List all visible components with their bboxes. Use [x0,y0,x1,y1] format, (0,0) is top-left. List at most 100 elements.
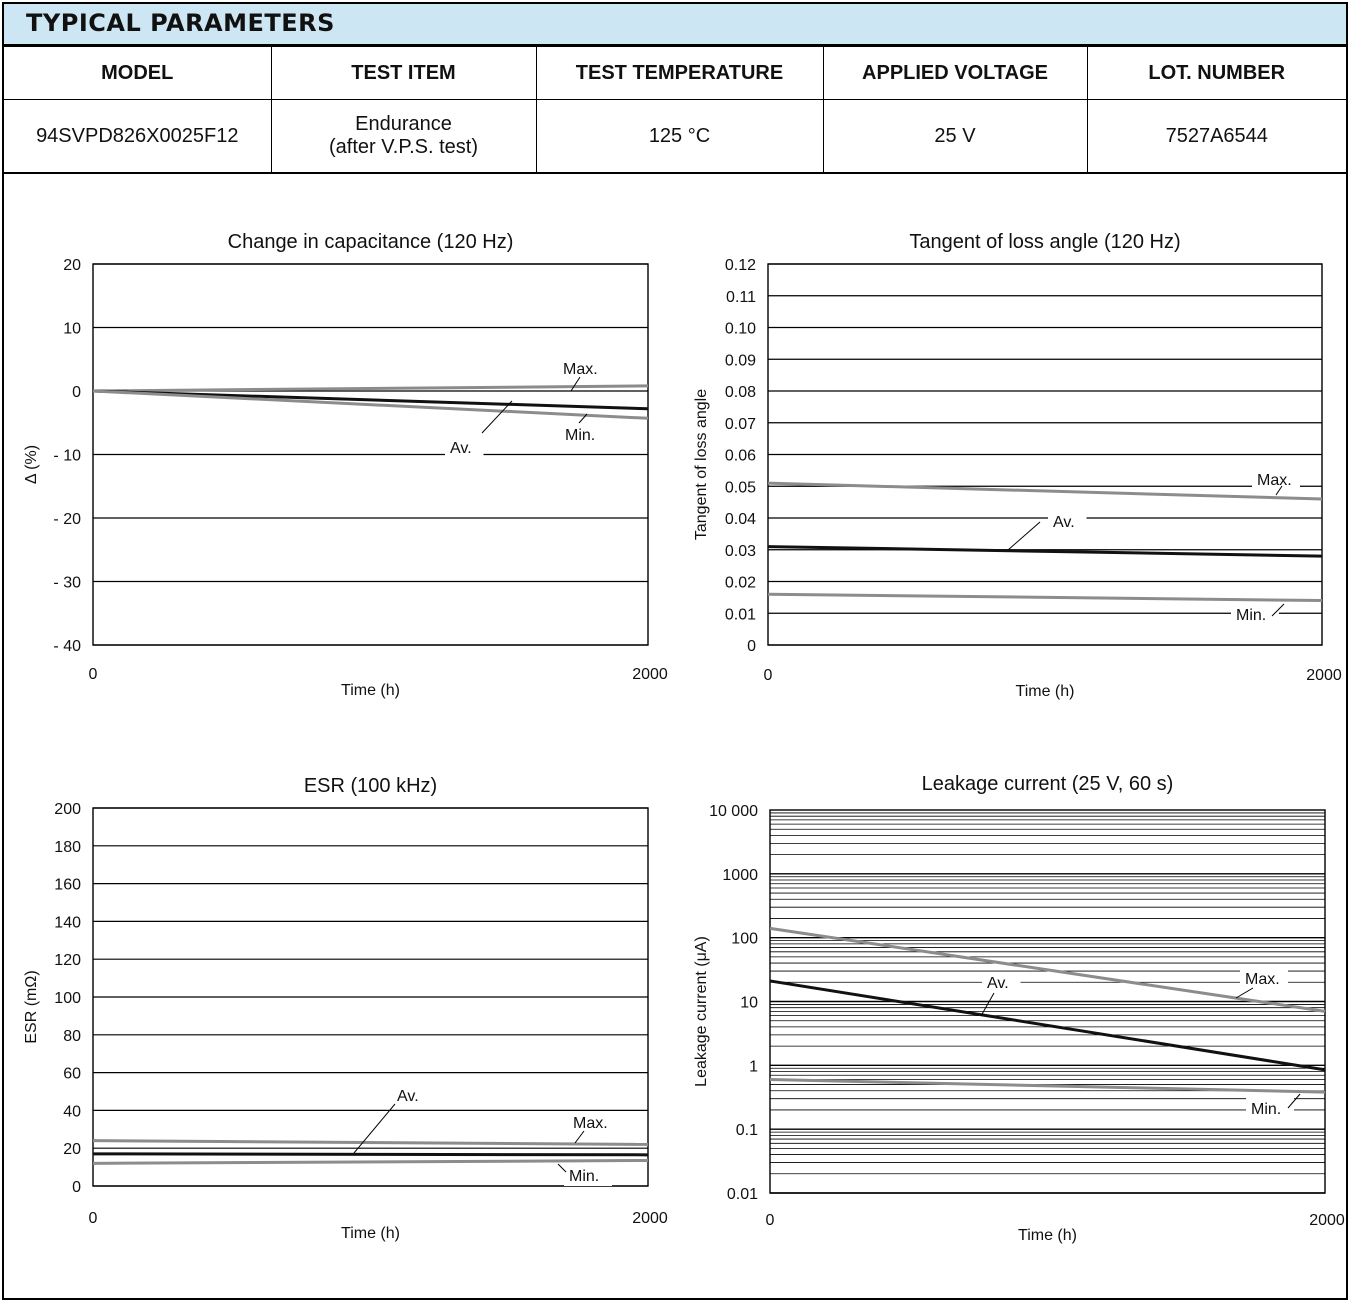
cell-test-item-line2: (after V.P.S. test) [329,136,478,158]
series-label: Max. [1257,472,1292,489]
y-tick-label: 10 000 [709,803,758,820]
column-header-applied-voltage: APPLIED VOLTAGE [822,46,1088,100]
series-line-av [92,389,649,411]
cell-test-item-line1: Endurance [355,113,452,135]
series-label: Av. [397,1088,419,1105]
x-tick-label: 2000 [632,666,668,683]
y-axis-label: ESR (mΩ) [23,970,40,1043]
series-line-max [92,384,649,393]
series-label-leader [570,376,581,392]
chart-1: Change in capacitance (120 Hz) 20 10 0 - 10 -… [23,231,668,699]
y-tick-label: 100 [731,931,758,948]
x-tick-label: 2000 [632,1210,668,1227]
y-tick-label: 10 [63,321,81,338]
y-tick-label: 80 [63,1028,81,1045]
series-line-max [767,481,1323,501]
y-tick-label: 160 [54,877,81,894]
y-tick-label: 1 [749,1058,758,1075]
x-axis-label: Time (h) [341,1225,400,1242]
series-label-leader [481,400,513,434]
y-tick-label: 0 [72,384,81,401]
y-tick-label: - 30 [53,575,81,592]
y-tick-label: 120 [54,952,81,969]
y-tick-label: 100 [54,990,81,1007]
series-label-bg [558,358,606,379]
y-tick-label: - 40 [53,638,81,655]
page-title: TYPICAL PARAMETERS [26,9,335,37]
series-line-max [769,926,1326,1013]
y-tick-label: - 10 [53,448,81,465]
series-label-bg [568,1112,616,1133]
x-tick-label: 0 [89,1210,98,1227]
column-header-lot-number: LOT. NUMBER [1086,46,1346,100]
series-label-leader [1275,485,1283,496]
series-label-leader [1235,987,1254,999]
y-tick-label: 0.07 [725,416,756,433]
series-label-leader [1287,1093,1301,1109]
plot-frame [767,263,1323,646]
y-tick-label: 0 [747,638,756,655]
cell-test-item: Endurance (after V.P.S. test) [270,99,537,174]
y-tick-label: 40 [63,1103,81,1120]
plot-frame [92,807,649,1187]
series-label: Min. [569,1168,599,1185]
y-tick-label: 0.03 [725,543,756,560]
series-line-min [92,1158,649,1165]
x-tick-label: 0 [764,667,773,684]
y-tick-label: - 20 [53,511,81,528]
y-tick-label: 0.12 [725,257,756,274]
series-label-leader [1007,521,1041,551]
series-label: Av. [1053,514,1075,531]
y-tick-label: 0.04 [725,511,756,528]
y-tick-label: 10 [740,995,758,1012]
cell-lot-number: 7527A6544 [1086,99,1346,174]
x-tick-label: 2000 [1306,667,1342,684]
y-axis-label: Leakage current (μA) [693,936,710,1087]
y-tick-label: 140 [54,914,81,931]
chart-title: Leakage current (25 V, 60 s) [922,773,1174,795]
y-tick-label: 20 [63,257,81,274]
y-axis-label: Δ (%) [23,445,40,484]
series-label-bg [445,437,484,458]
table-header-row: MODEL TEST ITEM TEST TEMPERATURE APPLIED… [4,46,1346,100]
series-label-bg [1246,1098,1294,1119]
y-axis-label: Tangent of loss angle [693,389,710,540]
series-label-bg [1240,968,1288,989]
chart-4: Leakage current (25 V, 60 s)10 000100010… [693,773,1345,1244]
gridlines [93,807,648,1187]
chart-2: Tangent of loss angle (120 Hz) 0.12 0.11 0.… [693,231,1342,700]
chart-title: ESR (100 kHz) [304,775,437,797]
series-label: Av. [450,440,472,457]
series-label: Min. [1251,1101,1281,1118]
series-label-bg [982,972,1021,993]
header-bar: TYPICAL PARAMETERS [4,4,1346,46]
y-tick-label: 0.06 [725,448,756,465]
y-tick-label: 1000 [722,867,758,884]
gridlines [768,263,1322,646]
series-label-bg [392,1085,431,1106]
y-tick-label: 0.09 [725,352,756,369]
y-tick-label: 0 [72,1179,81,1196]
series-label-leader [980,992,995,1017]
plot-frame [92,263,649,646]
y-tick-label: 0.10 [725,321,756,338]
y-tick-label: 60 [63,1066,81,1083]
series-label-bg [564,1165,612,1186]
series-line-max [92,1139,649,1146]
chart-3: ESR (100 kHz)200180160140120100806040200… [23,775,668,1242]
series-label: Min. [565,427,595,444]
series-label: Min. [1236,607,1266,624]
cell-test-temperature: 125 °C [535,99,824,174]
x-tick-label: 2000 [1309,1212,1345,1229]
series-label-leader [353,1103,396,1154]
column-header-model: MODEL [4,46,272,100]
y-tick-label: 20 [63,1141,81,1158]
y-tick-label: 0.01 [727,1186,758,1203]
series-label-bg [1252,469,1300,490]
table-row: 94SVPD826X0025F12 Endurance (after V.P.S… [4,99,1346,174]
y-tick-label: 0.01 [725,606,756,623]
cell-applied-voltage: 25 V [822,99,1088,174]
series-label-leader [557,1163,567,1173]
y-tick-label: 0.1 [736,1122,758,1139]
